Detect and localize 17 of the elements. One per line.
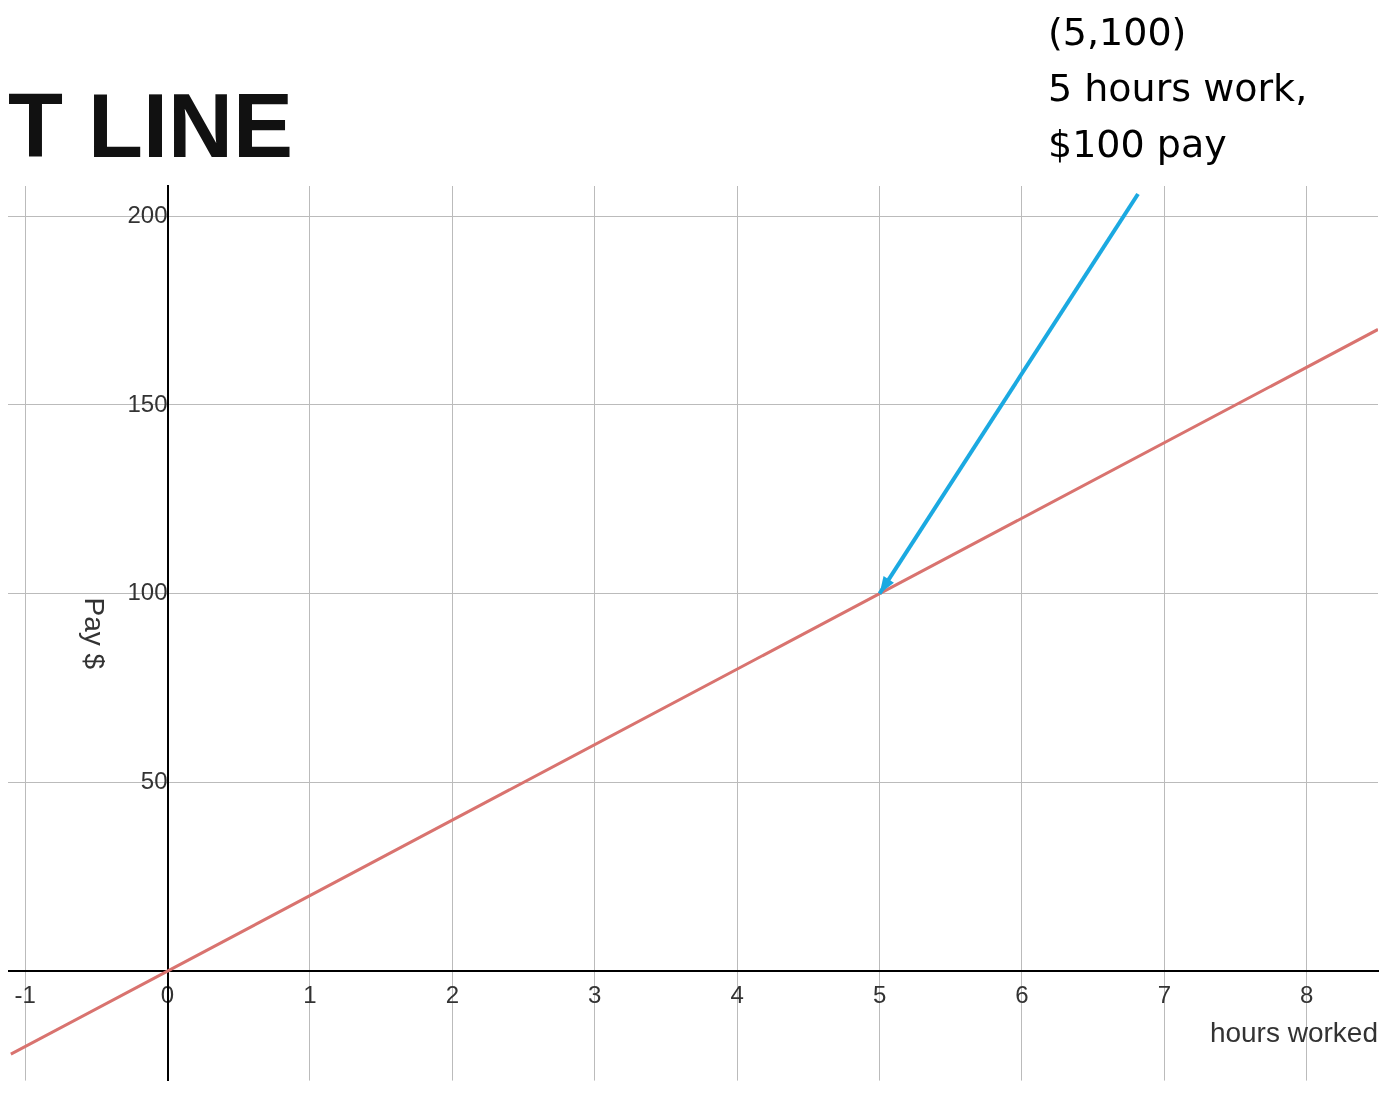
x-tick-label: 6 xyxy=(1015,981,1029,1009)
y-axis-title: Pay $ xyxy=(78,597,110,670)
x-tick-label: 4 xyxy=(730,981,744,1009)
y-tick-label: 150 xyxy=(127,389,168,417)
x-tick-label: 5 xyxy=(872,981,887,1009)
x-tick-label: 7 xyxy=(1157,981,1172,1009)
chart-title: T LINE xyxy=(8,75,293,176)
y-tick-label: 100 xyxy=(127,578,168,606)
x-tick-label: 1 xyxy=(303,981,317,1009)
x-tick-label: 8 xyxy=(1300,981,1314,1009)
y-tick-label: 200 xyxy=(127,200,168,228)
y-tick-label: 50 xyxy=(140,767,168,795)
x-tick-label: -1 xyxy=(14,981,36,1009)
x-tick-label: 3 xyxy=(588,981,602,1009)
x-axis-title: hours worked xyxy=(1209,1017,1378,1049)
annotation: (5,100) 5 hours work, $100 pay xyxy=(1048,9,1308,166)
x-tick-label: 2 xyxy=(445,981,459,1009)
